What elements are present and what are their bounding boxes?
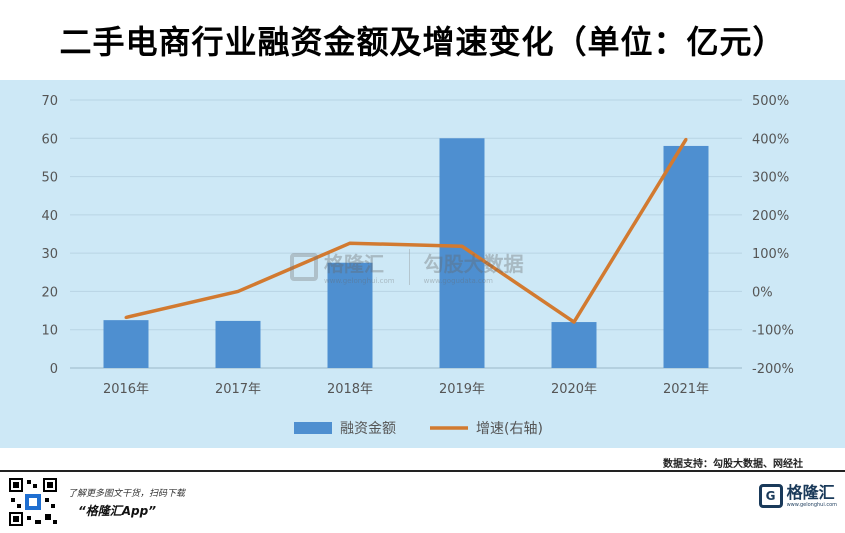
data-source: 数据支持：勾股大数据、网经社: [663, 459, 803, 470]
right-tick-label: 0%: [752, 285, 773, 300]
chart-area: 0 10 20 30 40 50 60 70 -200% -100% 0% 100% 200% 300% 4…: [0, 80, 845, 448]
title-bar: 二手电商行业融资金额及增速变化（单位：亿元）: [0, 0, 845, 80]
growth-point: [124, 315, 128, 319]
right-tick-label: -100%: [752, 324, 794, 339]
footer-logo-name: 格隆汇: [786, 483, 835, 502]
growth-point: [236, 289, 240, 293]
category-label: 2016年: [103, 382, 149, 397]
footer-logo: G 格隆汇 www.gelonghui.com: [758, 483, 837, 508]
bar: [663, 145, 709, 368]
legend-label-line: 增速(右轴): [476, 421, 543, 437]
footer-divider: [0, 470, 845, 472]
category-label: 2017年: [215, 382, 261, 397]
category-label: 2018年: [327, 382, 373, 397]
left-tick-label: 30: [41, 247, 58, 262]
category-label: 2020年: [551, 382, 597, 397]
right-tick-label: 200%: [752, 209, 789, 224]
watermark-url-2: www.gogudata.com: [423, 277, 493, 285]
right-tick-label: 500%: [752, 94, 789, 109]
chart-svg: 0 10 20 30 40 50 60 70 -200% -100% 0% 100% 200% 300% 4…: [41, 94, 794, 437]
growth-point: [348, 241, 352, 245]
left-tick-label: 40: [41, 209, 58, 224]
left-tick-label: 20: [41, 285, 58, 300]
footer-logo-url: www.gelonghui.com: [786, 502, 837, 508]
bar: [439, 138, 485, 368]
left-tick-label: 0: [50, 362, 58, 377]
watermark: 格隆汇 www.gelonghui.com 勾股大数据 www.gogudata…: [290, 248, 538, 285]
growth-point: [684, 137, 688, 141]
left-tick-label: 10: [41, 324, 58, 339]
category-label: 2019年: [439, 382, 485, 397]
watermark-brand: 格隆汇: [324, 252, 384, 276]
bar: [215, 320, 261, 368]
growth-line: [125, 138, 688, 324]
growth-point: [572, 320, 576, 324]
footer: 了解更多图文干货，扫码下载 “格隆汇App” G 格隆汇 www.gelongh…: [0, 472, 845, 533]
footer-app-name: “格隆汇App”: [78, 504, 156, 518]
bar: [327, 262, 373, 368]
legend-swatch-bar: [294, 422, 332, 434]
left-tick-label: 70: [41, 94, 58, 109]
watermark-separator: [408, 248, 410, 285]
qr-code-icon[interactable]: [7, 476, 59, 528]
left-tick-label: 60: [41, 132, 58, 147]
right-tick-label: 400%: [752, 132, 789, 147]
watermark-logo-icon: [290, 252, 318, 281]
brand-logo-icon: G: [758, 484, 783, 508]
footer-download-hint: 了解更多图文干货，扫码下载: [68, 489, 186, 499]
bar: [103, 320, 149, 368]
bar: [551, 322, 597, 368]
right-tick-label: 300%: [752, 171, 789, 186]
right-tick-label: -200%: [752, 362, 794, 377]
watermark-brand-2: 勾股大数据: [423, 252, 524, 276]
right-tick-label: 100%: [752, 247, 789, 262]
chart-title: 二手电商行业融资金额及增速变化（单位：亿元）: [59, 23, 786, 61]
growth-point: [460, 244, 464, 248]
watermark-url: www.gelonghui.com: [324, 277, 395, 285]
legend-label-bar: 融资金额: [340, 421, 396, 437]
left-tick-label: 50: [41, 171, 58, 186]
category-label: 2021年: [663, 382, 709, 397]
